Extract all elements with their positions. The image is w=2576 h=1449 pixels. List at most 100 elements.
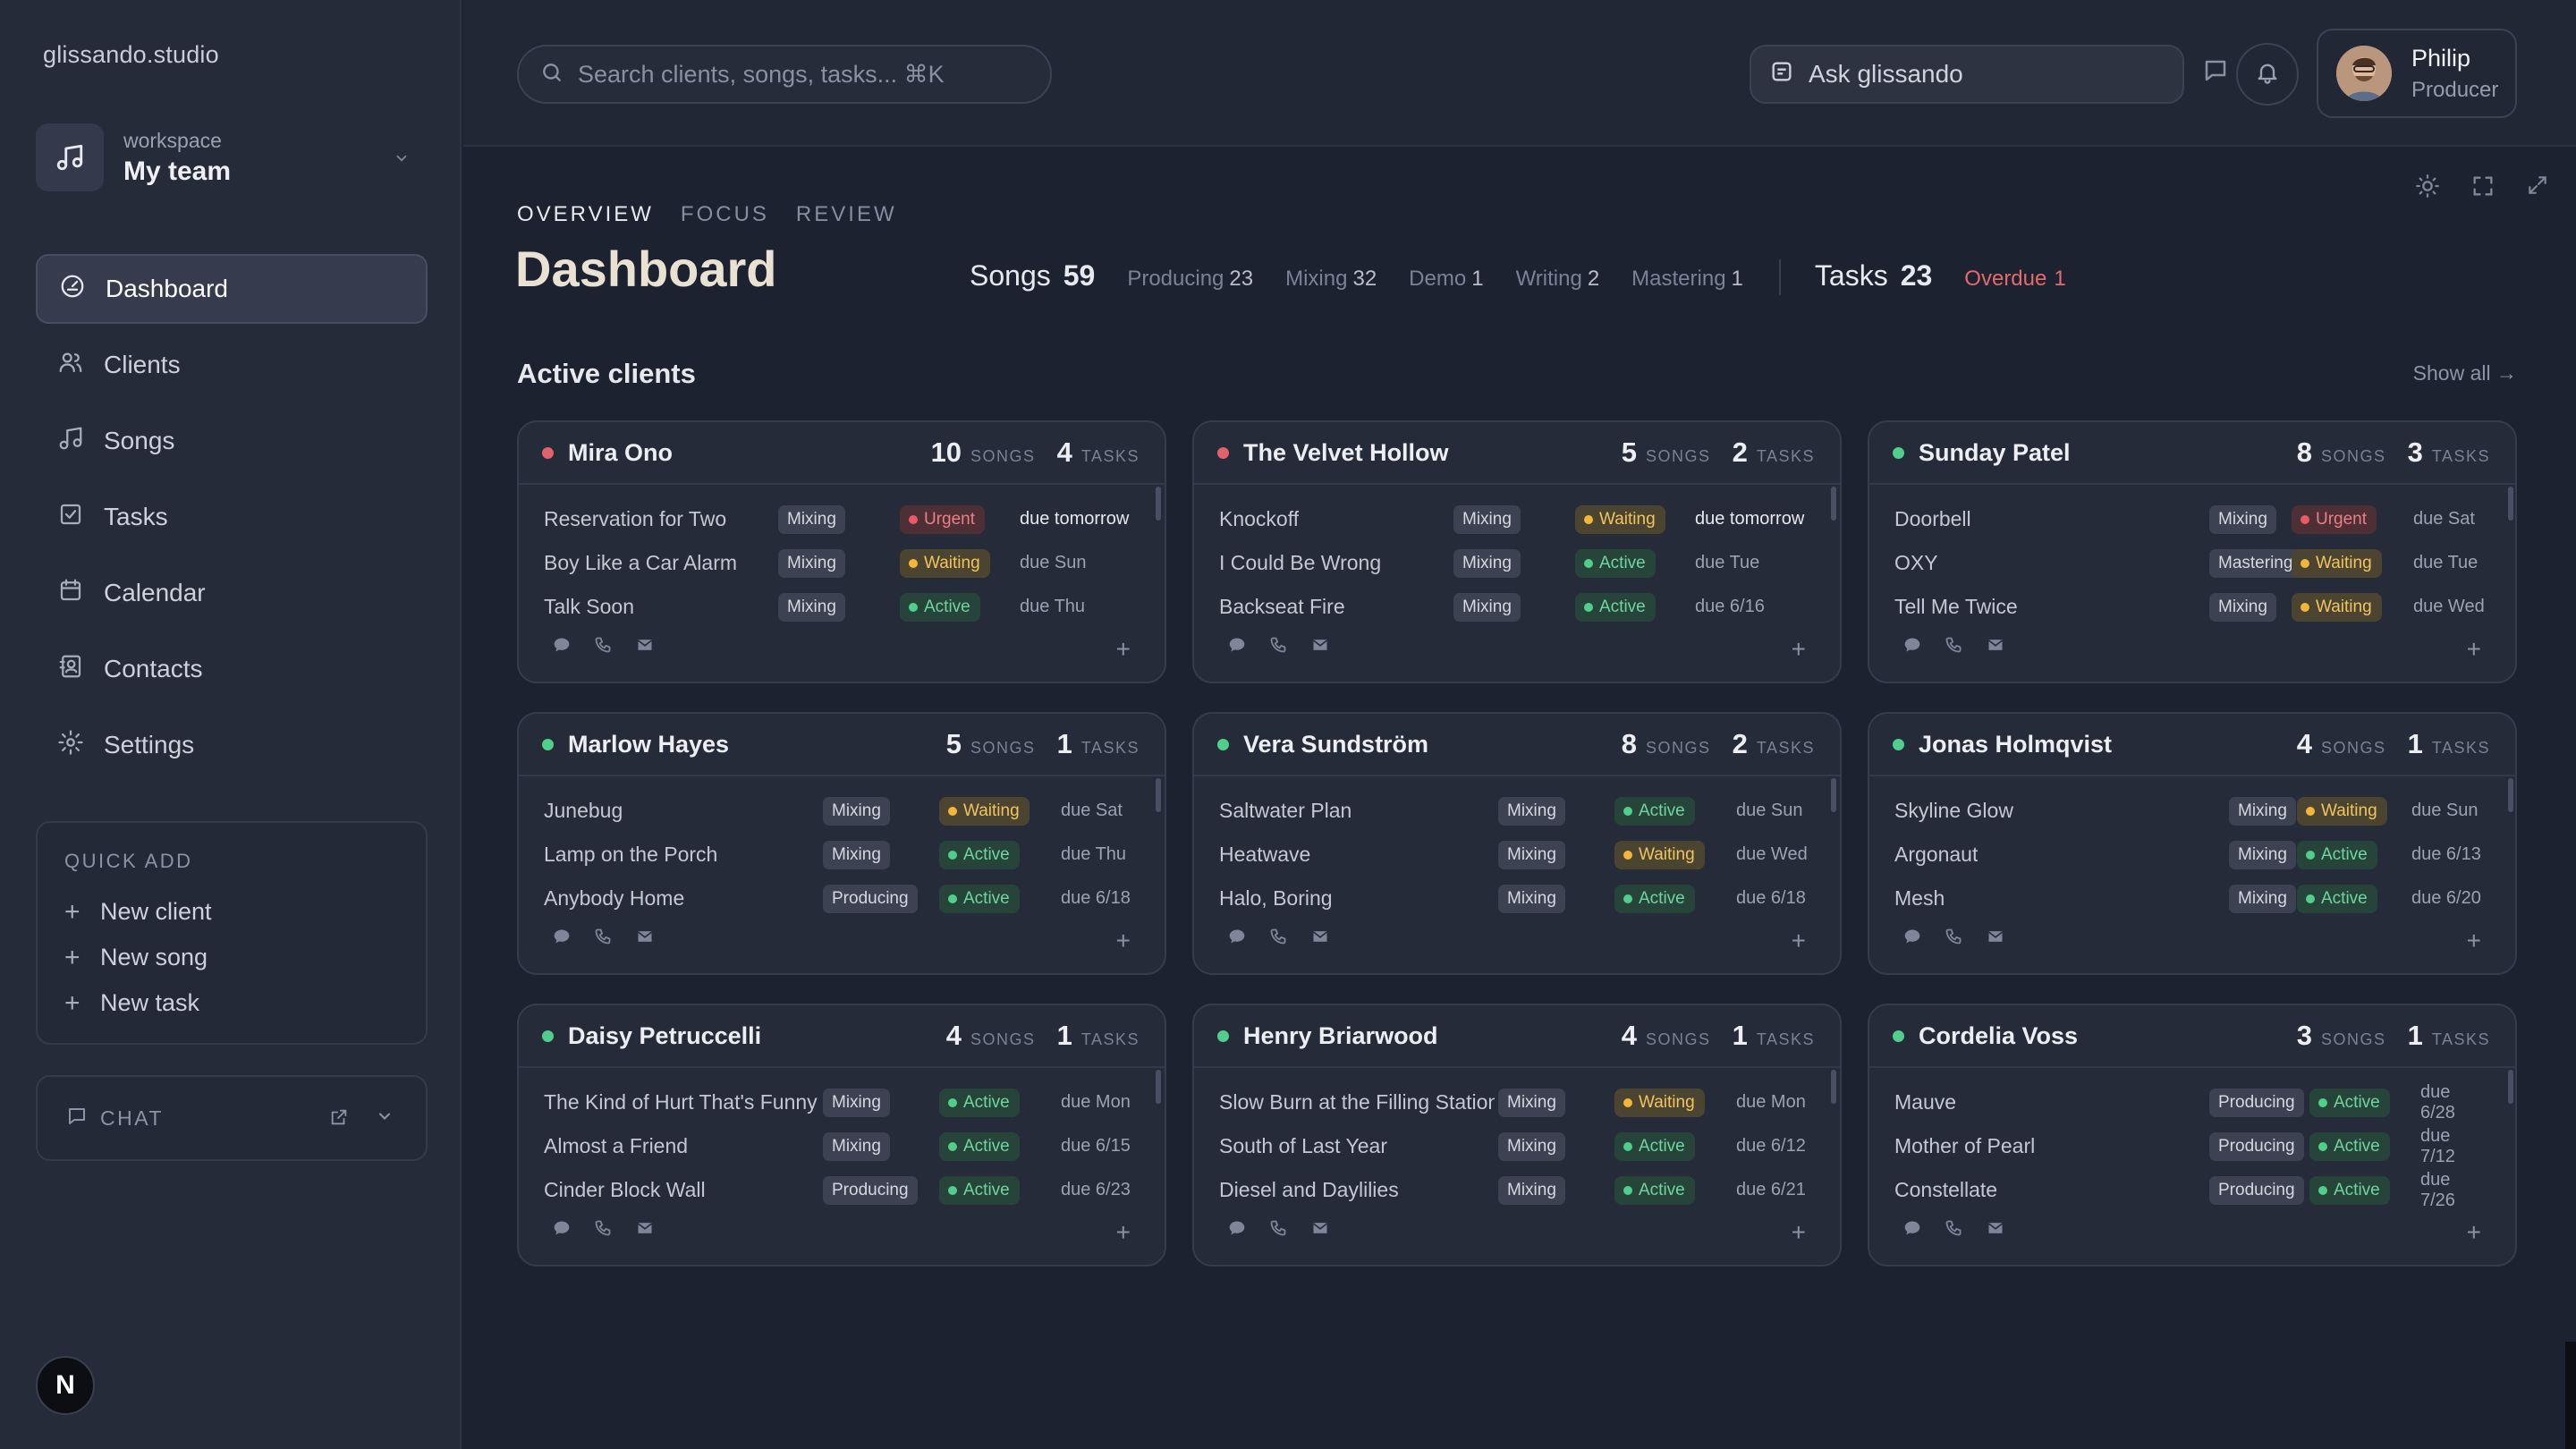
song-title[interactable]: Anybody Home xyxy=(544,886,685,910)
add-song-button[interactable]: + xyxy=(1115,927,1131,954)
song-row[interactable]: Saltwater Plan Mixing Active due Sun xyxy=(1219,789,1813,833)
song-list-scrollbar[interactable] xyxy=(1156,487,1161,521)
sidebar-item-settings[interactable]: Settings xyxy=(36,710,428,780)
sidebar-item-contacts[interactable]: Contacts xyxy=(36,634,428,704)
expand-icon[interactable] xyxy=(2526,174,2549,203)
song-row[interactable]: Halo, Boring Mixing Active due 6/18 xyxy=(1219,877,1813,920)
add-song-button[interactable]: + xyxy=(2466,927,2481,954)
chat-bubble-icon[interactable] xyxy=(1228,928,1246,950)
mail-icon[interactable] xyxy=(1310,636,1330,658)
song-title[interactable]: Constellate xyxy=(1894,1178,1998,1201)
stat-writing[interactable]: Writing 2 xyxy=(1515,267,1600,291)
app-badge-logo[interactable]: N xyxy=(36,1356,95,1415)
song-title[interactable]: Talk Soon xyxy=(544,595,635,618)
client-card[interactable]: Mira Ono 10 SONGS 4 TASKS Reservation for Two… xyxy=(517,420,1166,683)
client-name[interactable]: Sunday Patel xyxy=(1919,438,2071,466)
workspace-switcher[interactable]: workspace My team xyxy=(36,120,426,195)
fullscreen-icon[interactable] xyxy=(2470,174,2496,203)
client-name[interactable]: Jonas Holmqvist xyxy=(1919,730,2113,758)
client-name[interactable]: Vera Sundström xyxy=(1243,730,1429,758)
song-row[interactable]: Diesel and Daylilies Mixing Active due 6/21 xyxy=(1219,1168,1813,1212)
mail-icon[interactable] xyxy=(1986,636,2005,658)
tab-overview[interactable]: OVERVIEW xyxy=(517,202,654,226)
stat-mastering[interactable]: Mastering 1 xyxy=(1631,267,1743,291)
song-row[interactable]: I Could Be Wrong Mixing Active due Tue xyxy=(1219,541,1813,585)
new-song-button[interactable]: + New song xyxy=(64,935,399,980)
mail-icon[interactable] xyxy=(1310,1219,1330,1241)
song-row[interactable]: Constellate Producing Active due 7/26 xyxy=(1894,1168,2488,1212)
chat-bubble-icon[interactable] xyxy=(1228,636,1246,658)
phone-icon[interactable] xyxy=(1945,636,1962,658)
mail-icon[interactable] xyxy=(1986,928,2005,950)
song-list-scrollbar[interactable] xyxy=(1831,778,1836,812)
phone-icon[interactable] xyxy=(594,636,612,658)
phone-icon[interactable] xyxy=(1269,928,1287,950)
song-title[interactable]: Almost a Friend xyxy=(544,1134,689,1157)
song-title[interactable]: Skyline Glow xyxy=(1894,799,2013,822)
phone-icon[interactable] xyxy=(594,928,612,950)
song-title[interactable]: Slow Burn at the Filling Station xyxy=(1219,1090,1495,1114)
song-row[interactable]: Tell Me Twice Mixing Waiting due Wed xyxy=(1894,585,2488,629)
song-row[interactable]: Reservation for Two Mixing Urgent due tomor… xyxy=(544,497,1138,541)
overdue-count[interactable]: Overdue 1 xyxy=(1964,267,2066,291)
mail-icon[interactable] xyxy=(635,1219,655,1241)
sidebar-item-tasks[interactable]: Tasks xyxy=(36,482,428,552)
client-card[interactable]: Cordelia Voss 3 SONGS 1 TASKS Mauve Producing A… xyxy=(1868,1004,2517,1267)
add-song-button[interactable]: + xyxy=(1115,1218,1131,1246)
mail-icon[interactable] xyxy=(1986,1219,2005,1241)
song-list-scrollbar[interactable] xyxy=(2508,1070,2513,1104)
client-card[interactable]: The Velvet Hollow 5 SONGS 2 TASKS Knockoff Mix… xyxy=(1192,420,1842,683)
chat-bubble-icon[interactable] xyxy=(1228,1219,1246,1241)
client-card[interactable]: Marlow Hayes 5 SONGS 1 TASKS Junebug Mixing Wai… xyxy=(517,712,1166,975)
song-row[interactable]: Mauve Producing Active due 6/28 xyxy=(1894,1080,2488,1124)
chat-bubble-icon[interactable] xyxy=(1903,928,1921,950)
song-row[interactable]: Cinder Block Wall Producing Active due 6/23 xyxy=(544,1168,1138,1212)
add-song-button[interactable]: + xyxy=(2466,1218,2481,1246)
song-title[interactable]: I Could Be Wrong xyxy=(1219,551,1382,574)
client-card[interactable]: Jonas Holmqvist 4 SONGS 1 TASKS Skyline Glow M… xyxy=(1868,712,2517,975)
song-title[interactable]: Saltwater Plan xyxy=(1219,799,1352,822)
mail-icon[interactable] xyxy=(1310,928,1330,950)
song-title[interactable]: Backseat Fire xyxy=(1219,595,1345,618)
song-title[interactable]: Boy Like a Car Alarm xyxy=(544,551,738,574)
sidebar-item-dashboard[interactable]: Dashboard xyxy=(36,254,428,324)
song-title[interactable]: Tell Me Twice xyxy=(1894,595,2018,618)
song-row[interactable]: Heatwave Mixing Waiting due Wed xyxy=(1219,833,1813,877)
song-title[interactable]: Cinder Block Wall xyxy=(544,1178,706,1201)
song-title[interactable]: Argonaut xyxy=(1894,843,1979,866)
notifications-button[interactable] xyxy=(2236,43,2299,106)
song-title[interactable]: Halo, Boring xyxy=(1219,886,1333,910)
chat-bubble-icon[interactable] xyxy=(553,928,571,950)
stat-demo[interactable]: Demo 1 xyxy=(1409,267,1484,291)
song-title[interactable]: Knockoff xyxy=(1219,507,1300,530)
user-menu[interactable]: Philip Producer xyxy=(2317,29,2517,118)
sidebar-item-clients[interactable]: Clients xyxy=(36,330,428,400)
chat-bubble-icon[interactable] xyxy=(1903,1219,1921,1241)
add-song-button[interactable]: + xyxy=(1791,927,1806,954)
tab-review[interactable]: REVIEW xyxy=(795,202,897,226)
song-row[interactable]: Argonaut Mixing Active due 6/13 xyxy=(1894,833,2488,877)
new-client-button[interactable]: + New client xyxy=(64,889,399,935)
song-title[interactable]: The Kind of Hurt That's Funny xyxy=(544,1090,818,1114)
chat-bubble-icon[interactable] xyxy=(553,1219,571,1241)
sidebar-item-calendar[interactable]: Calendar xyxy=(36,558,428,628)
song-list-scrollbar[interactable] xyxy=(1156,1070,1161,1104)
phone-icon[interactable] xyxy=(1269,1219,1287,1241)
stat-mixing[interactable]: Mixing 32 xyxy=(1285,267,1377,291)
song-row[interactable]: Skyline Glow Mixing Waiting due Sun xyxy=(1894,789,2488,833)
mail-icon[interactable] xyxy=(635,928,655,950)
song-row[interactable]: South of Last Year Mixing Active due 6/12 xyxy=(1219,1124,1813,1168)
song-row[interactable]: OXY Mastering Waiting due Tue xyxy=(1894,541,2488,585)
song-title[interactable]: South of Last Year xyxy=(1219,1134,1387,1157)
add-song-button[interactable]: + xyxy=(1115,635,1131,663)
song-list-scrollbar[interactable] xyxy=(1831,487,1836,521)
song-title[interactable]: Reservation for Two xyxy=(544,507,727,530)
song-title[interactable]: Heatwave xyxy=(1219,843,1311,866)
ask-assistant-button[interactable]: Ask glissando xyxy=(1750,45,2184,104)
client-name[interactable]: Daisy Petruccelli xyxy=(568,1021,762,1049)
show-all-link[interactable]: Show all → xyxy=(2412,361,2517,385)
add-song-button[interactable]: + xyxy=(1791,1218,1806,1246)
client-card[interactable]: Henry Briarwood 4 SONGS 1 TASKS Slow Burn at … xyxy=(1192,1004,1842,1267)
tab-focus[interactable]: FOCUS xyxy=(680,202,769,226)
song-list-scrollbar[interactable] xyxy=(2508,778,2513,812)
